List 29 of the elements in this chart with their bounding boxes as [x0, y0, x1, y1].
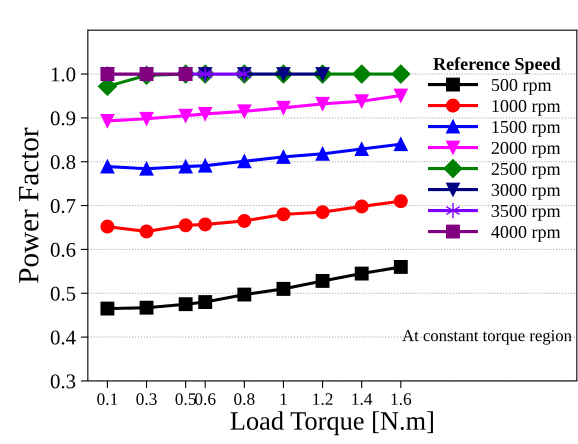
x-tick-label: 1.6 [391, 393, 412, 406]
x-tick-label: 0.1 [97, 393, 118, 406]
y-tick-label: 0.3 [50, 374, 76, 388]
y-tick-label: 0.9 [50, 111, 76, 126]
y-tick-label: 0.6 [50, 242, 76, 257]
x-tick-label: 0.8 [234, 393, 255, 406]
x-axis-title: Load Torque [N.m] [230, 411, 433, 436]
x-tick-label: 1.2 [313, 393, 332, 406]
legend-label: 4000 rpm [491, 226, 560, 242]
y-tick-label: 0.5 [50, 286, 76, 301]
legend-label: 1500 rpm [492, 120, 560, 137]
x-tick-label: 0.6 [195, 393, 216, 406]
x-tick-label: 0.3 [136, 393, 157, 406]
legend-label: 3000 rpm [492, 184, 560, 200]
legend-label: 2000 rpm [492, 142, 560, 158]
x-tick-label: 0.5 [175, 393, 196, 406]
legend-label: 1000 rpm [492, 100, 560, 116]
x-tick-label: 1.4 [352, 393, 372, 406]
y-tick-label: 0.4 [50, 330, 76, 345]
y-tick-label: 1.0 [52, 67, 76, 82]
y-axis-title: Power Factor [19, 128, 39, 283]
x-tick-label: 1 [280, 393, 287, 405]
legend-label: 3500 rpm [492, 204, 560, 221]
legend-label: 500 rpm [492, 78, 552, 95]
annotation: At constant torque region [402, 330, 572, 345]
y-tick-label: 0.7 [50, 198, 76, 214]
y-tick-label: 0.8 [50, 155, 76, 170]
legend-label: 2500 rpm [492, 162, 560, 179]
legend-title: Reference Speed [433, 57, 560, 74]
